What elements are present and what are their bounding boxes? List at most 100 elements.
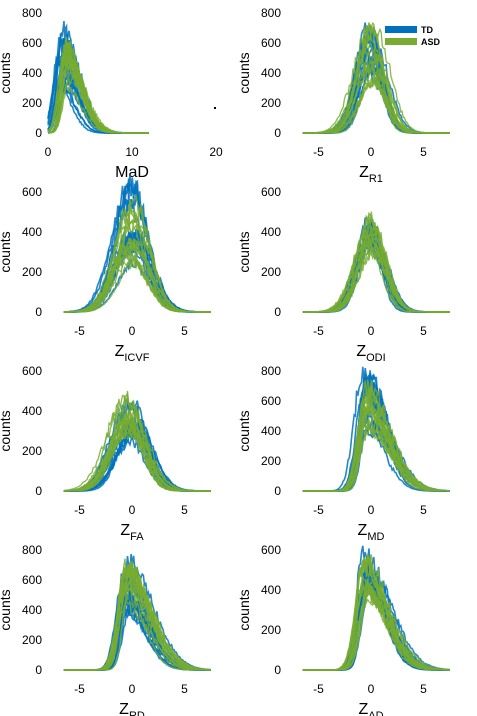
histogram-curve xyxy=(63,246,211,313)
series-asd-fa xyxy=(63,390,211,492)
y-tick-label: 600 xyxy=(22,364,42,378)
histogram-curve xyxy=(302,58,450,134)
y-tick-label: 0 xyxy=(35,663,42,677)
series-asd-ad xyxy=(302,552,450,671)
series-asd-r1 xyxy=(302,22,450,134)
panel-odi: 0 200 400 600 -5 0 5 counts ZODI xyxy=(236,185,450,364)
series-asd-odi xyxy=(302,211,450,313)
x-tick-label: -5 xyxy=(74,503,85,517)
x-tick-label: 0 xyxy=(129,324,136,338)
y-tick-label: 600 xyxy=(22,36,42,50)
y-tick-label: 400 xyxy=(22,603,42,617)
x-axis-label: ZRD xyxy=(119,701,145,716)
legend-swatch-asd xyxy=(385,38,417,45)
histogram-curve xyxy=(302,67,450,134)
x-tick-label: 5 xyxy=(420,503,427,517)
y-tick-label: 200 xyxy=(22,96,42,110)
y-tick-label: 600 xyxy=(261,394,281,408)
x-tick-label: 0 xyxy=(129,503,136,517)
y-tick-label: 200 xyxy=(22,265,42,279)
y-axis-label: counts xyxy=(0,589,13,630)
panel-r1: 0 200 400 600 800 -5 0 5 counts ZR1 xyxy=(236,6,450,185)
histogram-curve xyxy=(63,434,211,492)
y-tick-label: 600 xyxy=(261,543,281,557)
x-tick-label: -5 xyxy=(74,324,85,338)
x-axis-label: ZICVF xyxy=(115,343,150,364)
y-axis-label: counts xyxy=(0,52,13,93)
histogram-curve xyxy=(63,257,211,313)
histogram-curve xyxy=(302,79,450,134)
y-tick-label: 0 xyxy=(274,663,281,677)
panel-md: 0 200 400 600 800 -5 0 5 counts ZMD xyxy=(236,364,450,543)
histogram-curve xyxy=(63,238,211,313)
y-axis-label: counts xyxy=(0,410,13,451)
x-axis-label: ZAD xyxy=(358,701,383,716)
x-tick-label: 5 xyxy=(420,682,427,696)
y-tick-label: 200 xyxy=(261,96,281,110)
y-tick-label: 200 xyxy=(22,444,42,458)
y-tick-label: 600 xyxy=(22,573,42,587)
y-tick-label: 200 xyxy=(261,623,281,637)
series-asd-icvf xyxy=(63,193,211,313)
panel-ad: 0 200 400 600 -5 0 5 counts ZAD xyxy=(236,543,450,716)
histogram-curve xyxy=(302,423,450,492)
x-tick-label: 5 xyxy=(181,682,188,696)
x-tick-label: 5 xyxy=(181,503,188,517)
y-tick-label: 0 xyxy=(35,484,42,498)
y-tick-label: 200 xyxy=(261,454,281,468)
histogram-curve xyxy=(63,260,211,313)
x-axis-label: ZMD xyxy=(358,522,385,543)
x-tick-label: -5 xyxy=(313,503,324,517)
histogram-curve xyxy=(302,214,450,313)
panel-mad: 0 200 400 600 800 0 10 20 counts MaD xyxy=(0,6,223,181)
y-axis-label: counts xyxy=(236,589,252,630)
histogram-curve xyxy=(302,586,450,671)
x-tick-label: 10 xyxy=(125,145,139,159)
y-tick-label: 200 xyxy=(261,265,281,279)
y-tick-label: 0 xyxy=(35,305,42,319)
y-axis-label: counts xyxy=(0,231,13,272)
histogram-curve xyxy=(302,429,450,492)
histogram-curve xyxy=(302,235,450,313)
y-tick-label: 0 xyxy=(274,484,281,498)
y-tick-label: 600 xyxy=(261,36,281,50)
histogram-curve xyxy=(63,252,211,313)
x-axis-label: ZR1 xyxy=(359,164,383,185)
histogram-curve xyxy=(47,55,149,134)
histogram-curve xyxy=(302,588,450,671)
y-tick-label: 200 xyxy=(22,633,42,647)
y-tick-label: 800 xyxy=(261,364,281,378)
legend: TD ASD xyxy=(385,25,441,47)
y-axis-label: counts xyxy=(236,231,252,272)
legend-label-td: TD xyxy=(421,25,433,35)
x-tick-label: -5 xyxy=(74,682,85,696)
legend-swatch-td xyxy=(385,26,417,33)
histogram-curve xyxy=(302,584,450,671)
y-tick-label: 0 xyxy=(274,126,281,140)
y-tick-label: 800 xyxy=(261,6,281,20)
y-tick-label: 400 xyxy=(22,225,42,239)
series-asd-md xyxy=(302,379,450,492)
x-tick-label: 0 xyxy=(368,503,375,517)
x-tick-label: -5 xyxy=(313,682,324,696)
x-tick-label: -5 xyxy=(313,324,324,338)
histogram-curve xyxy=(63,413,211,492)
x-tick-label: 5 xyxy=(420,145,427,159)
stray-marker xyxy=(214,107,216,109)
panel-rd: 0 200 400 600 800 -5 0 5 counts ZRD xyxy=(0,543,211,716)
y-tick-label: 800 xyxy=(22,543,42,557)
x-tick-label: 5 xyxy=(181,324,188,338)
y-tick-label: 400 xyxy=(261,225,281,239)
x-tick-label: 0 xyxy=(368,682,375,696)
y-tick-label: 400 xyxy=(261,583,281,597)
legend-label-asd: ASD xyxy=(421,37,441,47)
x-tick-label: 0 xyxy=(368,145,375,159)
histogram-curve xyxy=(63,257,211,313)
histogram-curve xyxy=(302,421,450,492)
panel-icvf: 0 200 400 600 -5 0 5 counts ZICVF xyxy=(0,175,211,364)
y-tick-label: 0 xyxy=(35,126,42,140)
y-tick-label: 0 xyxy=(274,305,281,319)
x-tick-label: 0 xyxy=(45,145,52,159)
y-tick-label: 600 xyxy=(22,185,42,199)
